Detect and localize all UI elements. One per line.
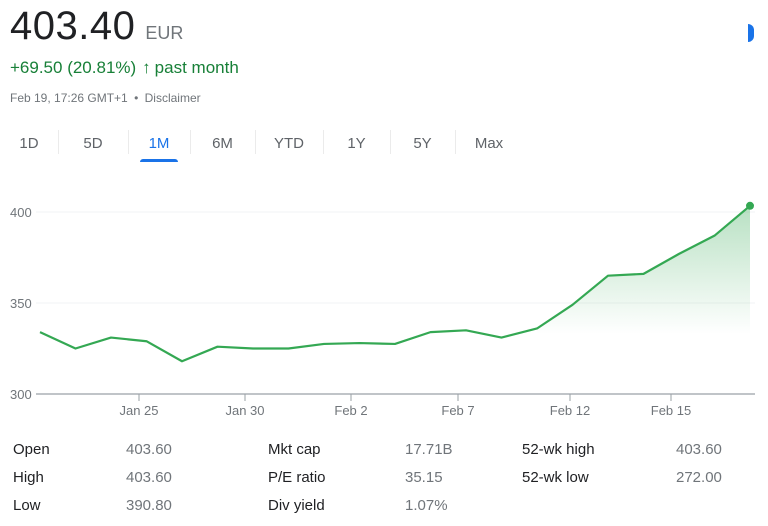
svg-text:Feb 12: Feb 12 — [550, 403, 590, 418]
tab-ytd[interactable]: YTD — [255, 126, 323, 160]
stat-label: Mkt cap — [268, 441, 321, 458]
tab-label: Max — [474, 134, 504, 152]
svg-text:350: 350 — [10, 296, 32, 311]
svg-text:Jan 25: Jan 25 — [119, 403, 158, 418]
tab-label: YTD — [274, 134, 304, 152]
tab-5d[interactable]: 5D — [58, 126, 128, 160]
stat-label: Div yield — [268, 497, 325, 514]
price-change: +69.50 (20.81%) ↑ past month — [10, 58, 239, 78]
y-axis: 400 350 300 — [10, 205, 32, 402]
tab-label: 1Y — [347, 134, 366, 152]
x-axis: Jan 25 Jan 30 Feb 2 Feb 7 Feb 12 Feb 15 — [119, 394, 691, 418]
tab-max[interactable]: Max — [455, 126, 523, 160]
svg-text:300: 300 — [10, 387, 32, 402]
currency-label: EUR — [145, 23, 184, 43]
tab-label: 5Y — [413, 134, 432, 152]
stat-value: 403.60 — [676, 441, 722, 458]
tab-1d[interactable]: 1D — [0, 126, 58, 160]
stat-label: P/E ratio — [268, 469, 326, 486]
svg-text:Feb 2: Feb 2 — [334, 403, 367, 418]
tab-label: 1M — [148, 134, 170, 152]
tab-5y[interactable]: 5Y — [390, 126, 455, 160]
arrow-up-icon: ↑ — [142, 58, 151, 77]
stat-value: 17.71B — [405, 441, 453, 458]
stat-label: Low — [13, 497, 41, 514]
stat-label: 52-wk low — [522, 469, 589, 486]
svg-text:Feb 7: Feb 7 — [441, 403, 474, 418]
price-chart[interactable]: 400 350 300 Jan 25 Jan 30 Feb 2 Feb 7 Feb 12 Fe… — [0, 190, 768, 435]
tab-label: 6M — [212, 134, 233, 152]
stat-value: 403.60 — [126, 469, 172, 486]
tab-label: 1D — [19, 134, 39, 152]
last-price-marker — [746, 201, 754, 210]
change-value: +69.50 (20.81%) — [10, 58, 137, 77]
tab-label: 5D — [83, 134, 103, 152]
stat-label: 52-wk high — [522, 441, 595, 458]
tab-1m[interactable]: 1M — [128, 126, 190, 160]
price-header: 403.40 EUR — [10, 4, 183, 49]
stat-value: 1.07% — [405, 497, 448, 514]
stat-value: 390.80 — [126, 497, 172, 514]
current-price: 403.40 — [10, 4, 136, 48]
stat-label: Open — [13, 441, 50, 458]
disclaimer-link[interactable]: Disclaimer — [144, 91, 201, 105]
price-area-fill — [537, 205, 750, 334]
tab-1y[interactable]: 1Y — [323, 126, 390, 160]
partial-button-icon[interactable] — [748, 24, 754, 42]
svg-text:Jan 30: Jan 30 — [225, 403, 264, 418]
stat-value: 272.00 — [676, 469, 722, 486]
tab-6m[interactable]: 6M — [190, 126, 255, 160]
stat-label: High — [13, 469, 44, 486]
separator-dot: • — [134, 91, 139, 105]
range-tabs: 1D 5D 1M 6M YTD 1Y 5Y Max — [0, 126, 523, 160]
svg-text:Feb 15: Feb 15 — [651, 403, 691, 418]
change-period: past month — [154, 58, 239, 77]
timestamp: Feb 19, 17:26 GMT+1 — [10, 91, 128, 105]
stat-value: 403.60 — [126, 441, 172, 458]
timestamp-line: Feb 19, 17:26 GMT+1 • Disclaimer — [10, 91, 201, 105]
stat-value: 35.15 — [405, 469, 443, 486]
svg-text:400: 400 — [10, 205, 32, 220]
price-line — [39, 204, 751, 363]
